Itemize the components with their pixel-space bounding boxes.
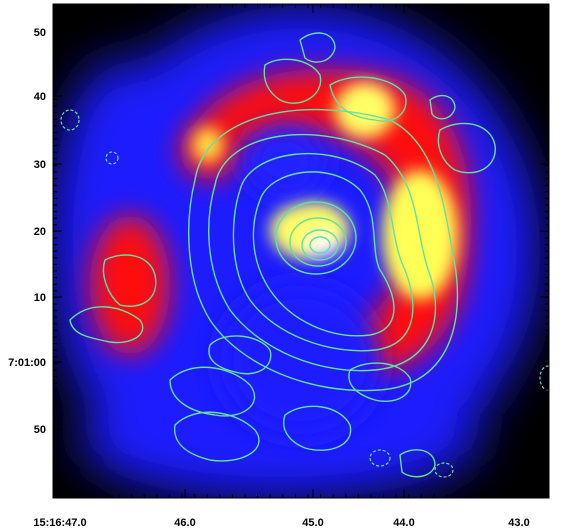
contour [329, 76, 407, 122]
contour [283, 405, 352, 451]
ra-tick-label: 45.0 [302, 517, 323, 529]
radio-contours [69, 32, 496, 478]
contour [263, 58, 322, 104]
contour [309, 236, 331, 254]
contour [232, 152, 414, 352]
ra-axis: 15:16:47.0 46.0 45.0 44.0 43.0 [33, 517, 529, 529]
yellow-bright-left [192, 127, 224, 163]
yellow-bright-top [335, 82, 395, 138]
white-core [308, 233, 336, 257]
contour [348, 362, 412, 402]
contour [429, 94, 456, 120]
contour [437, 122, 496, 174]
dec-axis: 50 40 30 20 10 7:01:00 50 [8, 27, 46, 436]
contour [252, 171, 395, 337]
dec-tick-label: 50 [34, 27, 46, 39]
contour [275, 201, 357, 275]
blue-cavity-center [245, 125, 325, 195]
xray-image [53, 4, 549, 498]
ra-tick-label: 15:16:47.0 [33, 517, 86, 529]
dec-tick-label: 10 [34, 292, 46, 304]
negative-contour [60, 109, 80, 131]
red-shell-upper [185, 68, 472, 375]
dec-tick-label: 40 [34, 91, 46, 103]
contour [208, 133, 437, 372]
dec-tick-label: 20 [34, 226, 46, 238]
contour [399, 449, 436, 478]
negative-contour [434, 462, 454, 478]
contour [208, 335, 272, 375]
ra-tick-label: 46.0 [174, 517, 195, 529]
contour [174, 411, 260, 462]
red-shell-left [90, 215, 170, 355]
axis-ticks [53, 4, 549, 498]
dec-tick-label: 30 [34, 159, 46, 171]
contour [301, 229, 339, 261]
dec-tick-label: 7:01:00 [8, 357, 46, 369]
contour [69, 306, 144, 344]
contour [188, 108, 459, 392]
blue-halo-lower [80, 380, 480, 498]
contour [289, 217, 347, 267]
negative-contour [369, 449, 391, 467]
negative-contour [105, 151, 119, 165]
ra-tick-label: 44.0 [393, 517, 414, 529]
contour [299, 32, 336, 63]
contour [169, 366, 256, 417]
contour [102, 254, 157, 307]
ra-tick-label: 43.0 [508, 517, 529, 529]
dec-tick-label: 50 [34, 424, 46, 436]
